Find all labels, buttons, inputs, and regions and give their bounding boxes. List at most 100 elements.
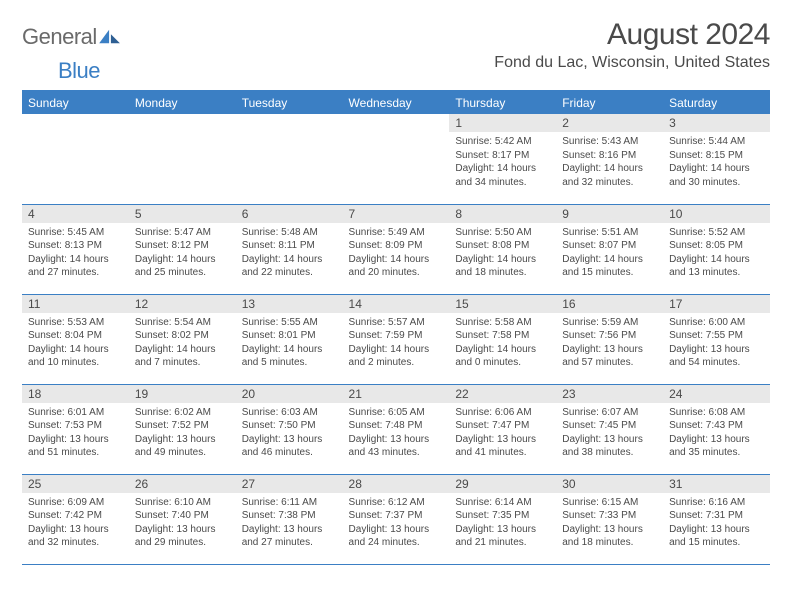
calendar-day-cell: 20Sunrise: 6:03 AMSunset: 7:50 PMDayligh… — [236, 384, 343, 474]
calendar-week-row: 18Sunrise: 6:01 AMSunset: 7:53 PMDayligh… — [22, 384, 770, 474]
brand-logo: General — [22, 18, 121, 50]
daylight-text: and 49 minutes. — [135, 446, 230, 460]
daylight-text: and 35 minutes. — [669, 446, 764, 460]
day-details: Sunrise: 6:02 AMSunset: 7:52 PMDaylight:… — [129, 403, 236, 464]
sunrise-text: Sunrise: 6:08 AM — [669, 406, 764, 420]
calendar-body: 1Sunrise: 5:42 AMSunset: 8:17 PMDaylight… — [22, 114, 770, 564]
sunset-text: Sunset: 7:52 PM — [135, 419, 230, 433]
daylight-text: and 41 minutes. — [455, 446, 550, 460]
sunrise-text: Sunrise: 5:54 AM — [135, 316, 230, 330]
weekday-head: Wednesday — [343, 91, 450, 114]
daylight-text: Daylight: 13 hours — [562, 343, 657, 357]
day-number-empty — [129, 114, 236, 132]
calendar-day-cell: 1Sunrise: 5:42 AMSunset: 8:17 PMDaylight… — [449, 114, 556, 204]
day-number: 13 — [236, 295, 343, 313]
day-number: 4 — [22, 205, 129, 223]
day-details: Sunrise: 5:50 AMSunset: 8:08 PMDaylight:… — [449, 223, 556, 284]
daylight-text: and 38 minutes. — [562, 446, 657, 460]
daylight-text: Daylight: 14 hours — [669, 253, 764, 267]
daylight-text: Daylight: 13 hours — [242, 523, 337, 537]
day-number: 24 — [663, 385, 770, 403]
calendar-day-cell — [343, 114, 450, 204]
sunset-text: Sunset: 8:01 PM — [242, 329, 337, 343]
weekday-head: Sunday — [22, 91, 129, 114]
day-details: Sunrise: 6:00 AMSunset: 7:55 PMDaylight:… — [663, 313, 770, 374]
day-details: Sunrise: 5:43 AMSunset: 8:16 PMDaylight:… — [556, 132, 663, 193]
calendar-day-cell: 27Sunrise: 6:11 AMSunset: 7:38 PMDayligh… — [236, 474, 343, 564]
sunset-text: Sunset: 8:13 PM — [28, 239, 123, 253]
calendar-day-cell: 16Sunrise: 5:59 AMSunset: 7:56 PMDayligh… — [556, 294, 663, 384]
calendar-day-cell: 10Sunrise: 5:52 AMSunset: 8:05 PMDayligh… — [663, 204, 770, 294]
sunrise-text: Sunrise: 6:01 AM — [28, 406, 123, 420]
daylight-text: Daylight: 13 hours — [669, 523, 764, 537]
logo-text-general: General — [22, 24, 97, 50]
sunrise-text: Sunrise: 5:47 AM — [135, 226, 230, 240]
calendar-day-cell: 22Sunrise: 6:06 AMSunset: 7:47 PMDayligh… — [449, 384, 556, 474]
day-number: 29 — [449, 475, 556, 493]
daylight-text: Daylight: 14 hours — [455, 253, 550, 267]
calendar-day-cell: 17Sunrise: 6:00 AMSunset: 7:55 PMDayligh… — [663, 294, 770, 384]
daylight-text: and 32 minutes. — [28, 536, 123, 550]
daylight-text: Daylight: 14 hours — [562, 253, 657, 267]
weekday-head: Tuesday — [236, 91, 343, 114]
calendar-table: Sunday Monday Tuesday Wednesday Thursday… — [22, 90, 770, 565]
daylight-text: Daylight: 14 hours — [669, 162, 764, 176]
daylight-text: and 22 minutes. — [242, 266, 337, 280]
sunrise-text: Sunrise: 5:59 AM — [562, 316, 657, 330]
day-number-empty — [343, 114, 450, 132]
day-details: Sunrise: 6:07 AMSunset: 7:45 PMDaylight:… — [556, 403, 663, 464]
logo-text-blue: Blue — [58, 58, 100, 84]
daylight-text: Daylight: 13 hours — [562, 433, 657, 447]
calendar-day-cell: 7Sunrise: 5:49 AMSunset: 8:09 PMDaylight… — [343, 204, 450, 294]
day-number: 5 — [129, 205, 236, 223]
sunset-text: Sunset: 7:58 PM — [455, 329, 550, 343]
day-number: 6 — [236, 205, 343, 223]
day-details: Sunrise: 5:49 AMSunset: 8:09 PMDaylight:… — [343, 223, 450, 284]
daylight-text: Daylight: 13 hours — [669, 343, 764, 357]
sunrise-text: Sunrise: 6:12 AM — [349, 496, 444, 510]
calendar-day-cell: 14Sunrise: 5:57 AMSunset: 7:59 PMDayligh… — [343, 294, 450, 384]
day-details: Sunrise: 6:11 AMSunset: 7:38 PMDaylight:… — [236, 493, 343, 554]
sunset-text: Sunset: 7:42 PM — [28, 509, 123, 523]
sunset-text: Sunset: 8:02 PM — [135, 329, 230, 343]
daylight-text: Daylight: 13 hours — [562, 523, 657, 537]
daylight-text: Daylight: 14 hours — [455, 343, 550, 357]
day-details: Sunrise: 6:16 AMSunset: 7:31 PMDaylight:… — [663, 493, 770, 554]
daylight-text: Daylight: 14 hours — [349, 343, 444, 357]
sunset-text: Sunset: 8:08 PM — [455, 239, 550, 253]
sunset-text: Sunset: 7:48 PM — [349, 419, 444, 433]
day-number: 2 — [556, 114, 663, 132]
daylight-text: and 5 minutes. — [242, 356, 337, 370]
sunset-text: Sunset: 7:38 PM — [242, 509, 337, 523]
daylight-text: Daylight: 14 hours — [135, 253, 230, 267]
daylight-text: and 0 minutes. — [455, 356, 550, 370]
sunrise-text: Sunrise: 5:42 AM — [455, 135, 550, 149]
calendar-day-cell: 2Sunrise: 5:43 AMSunset: 8:16 PMDaylight… — [556, 114, 663, 204]
day-details: Sunrise: 5:51 AMSunset: 8:07 PMDaylight:… — [556, 223, 663, 284]
day-number: 16 — [556, 295, 663, 313]
sunrise-text: Sunrise: 6:11 AM — [242, 496, 337, 510]
sunrise-text: Sunrise: 6:16 AM — [669, 496, 764, 510]
month-title: August 2024 — [494, 18, 770, 52]
sunset-text: Sunset: 8:04 PM — [28, 329, 123, 343]
calendar-day-cell: 25Sunrise: 6:09 AMSunset: 7:42 PMDayligh… — [22, 474, 129, 564]
sunset-text: Sunset: 8:12 PM — [135, 239, 230, 253]
sunrise-text: Sunrise: 5:52 AM — [669, 226, 764, 240]
day-number: 30 — [556, 475, 663, 493]
day-details: Sunrise: 6:06 AMSunset: 7:47 PMDaylight:… — [449, 403, 556, 464]
calendar-page: General August 2024 Fond du Lac, Wiscons… — [0, 0, 792, 565]
day-details: Sunrise: 5:59 AMSunset: 7:56 PMDaylight:… — [556, 313, 663, 374]
day-number: 9 — [556, 205, 663, 223]
daylight-text: and 54 minutes. — [669, 356, 764, 370]
daylight-text: and 15 minutes. — [562, 266, 657, 280]
calendar-day-cell: 6Sunrise: 5:48 AMSunset: 8:11 PMDaylight… — [236, 204, 343, 294]
daylight-text: Daylight: 14 hours — [455, 162, 550, 176]
sunset-text: Sunset: 7:55 PM — [669, 329, 764, 343]
daylight-text: Daylight: 14 hours — [28, 253, 123, 267]
daylight-text: Daylight: 14 hours — [562, 162, 657, 176]
day-details: Sunrise: 5:58 AMSunset: 7:58 PMDaylight:… — [449, 313, 556, 374]
day-number: 23 — [556, 385, 663, 403]
sunrise-text: Sunrise: 5:50 AM — [455, 226, 550, 240]
daylight-text: and 32 minutes. — [562, 176, 657, 190]
calendar-day-cell — [129, 114, 236, 204]
